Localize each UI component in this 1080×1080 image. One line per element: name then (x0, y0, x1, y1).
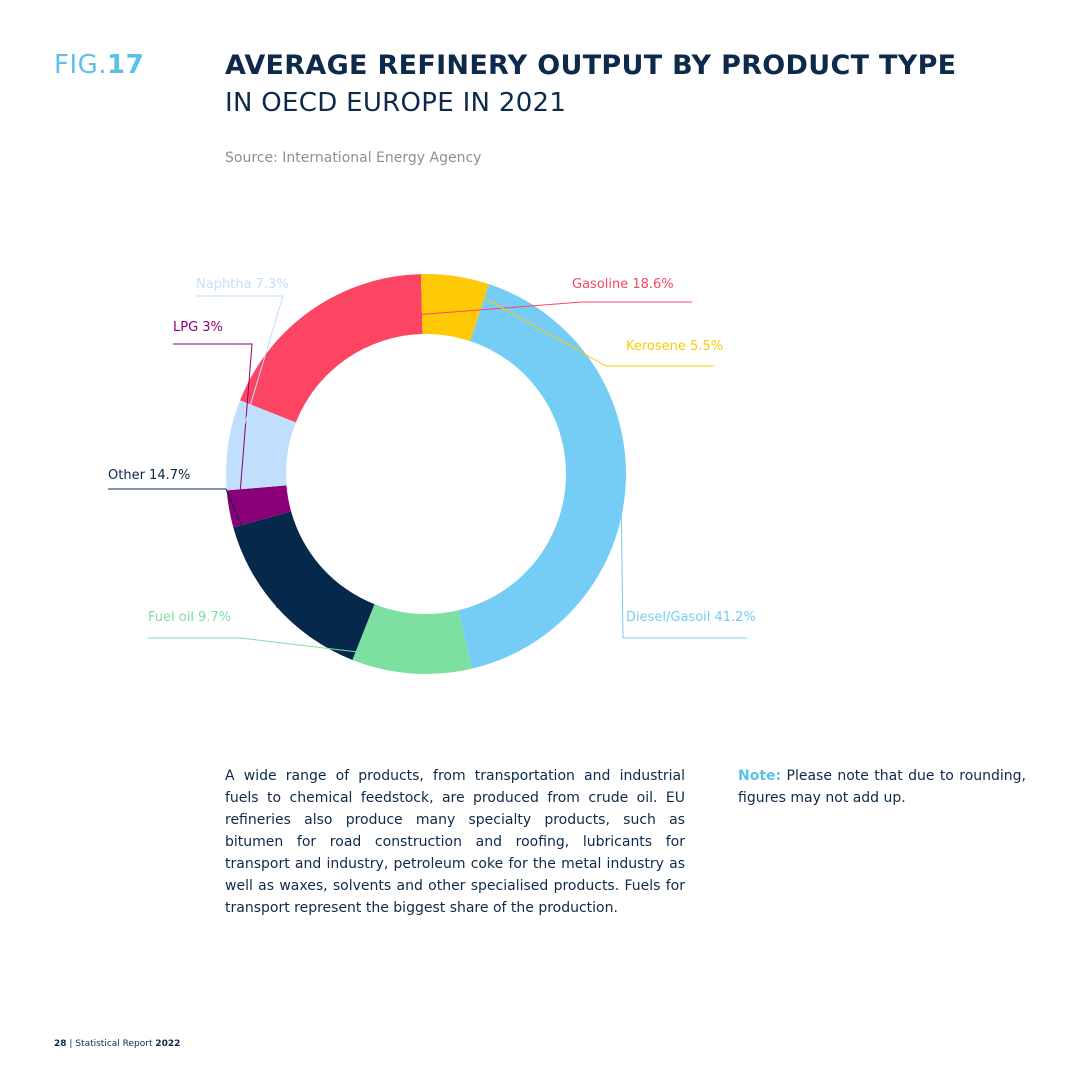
slice-label-diesel-gasoil: Diesel/Gasoil 41.2% (626, 610, 756, 625)
page-number: 28 (54, 1039, 67, 1049)
leader-line-other (108, 488, 278, 608)
slice-label-lpg: LPG 3% (173, 320, 223, 335)
leader-line-gasoline (320, 301, 692, 323)
slice-label-gasoline: Gasoline 18.6% (572, 277, 674, 292)
donut-slice-diesel-gasoil (458, 284, 626, 669)
source-note: Source: International Energy Agency (225, 150, 482, 166)
note-label: Note: (738, 768, 782, 784)
body-paragraph: A wide range of products, from transport… (225, 768, 685, 916)
note-text: Please note that due to rounding, figure… (738, 768, 1027, 806)
figure-prefix: FIG. (54, 50, 108, 80)
leader-line-fuel-oil (148, 637, 413, 660)
figure-number-value: 17 (107, 50, 145, 80)
slice-label-kerosene: Kerosene 5.5% (626, 339, 723, 354)
donut-slice-other (233, 511, 375, 660)
donut-slice-lpg (226, 485, 292, 528)
leader-line-diesel-gasoil (620, 482, 747, 639)
leader-line-naphtha (196, 295, 284, 447)
page-footer: 28 | Statistical Report 2022 (54, 1039, 180, 1049)
leader-line-lpg (173, 343, 253, 508)
chart-title: AVERAGE REFINERY OUTPUT BY PRODUCT TYPE (225, 50, 957, 81)
leader-line-kerosene (454, 280, 714, 367)
report-name: Statistical Report (75, 1039, 153, 1049)
slice-label-naphtha: Naphtha 7.3% (196, 277, 289, 292)
donut-chart: Gasoline 18.6% Kerosene 5.5% Diesel/Gasoil… (108, 274, 756, 674)
note-paragraph: Note: Please note that due to rounding, … (738, 765, 1026, 809)
footer-separator: | (69, 1039, 73, 1049)
chart-subtitle: IN OECD EUROPE IN 2021 (225, 88, 567, 118)
slice-label-fuel-oil: Fuel oil 9.7% (148, 610, 231, 625)
donut-slice-fuel-oil (352, 604, 473, 674)
slice-label-other: Other 14.7% (108, 468, 190, 483)
donut-slice-naphtha (226, 400, 296, 491)
figure-number: FIG.17 (54, 50, 144, 80)
donut-slice-gasoline (240, 274, 423, 423)
report-year: 2022 (155, 1039, 181, 1049)
